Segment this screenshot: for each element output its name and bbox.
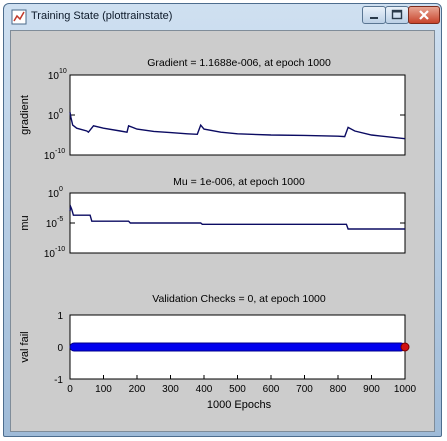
matlab-figure-icon <box>11 9 27 25</box>
val-x-tick-label: 100 <box>95 384 112 395</box>
figure-canvas: Gradient = 1.1688e-006, at epoch 1000 10… <box>10 30 435 432</box>
minimize-button[interactable] <box>362 6 386 24</box>
gradient-y-label: gradient <box>19 95 31 135</box>
close-icon <box>419 10 429 20</box>
val-y-tick-label: 0 <box>57 343 63 354</box>
mu-axes <box>69 192 406 254</box>
val-x-ticks: 0 100 200 300 400 500 600 700 800 900 1000 <box>67 375 417 395</box>
svg-text:10: 10 <box>46 219 58 230</box>
val-fail-markers <box>69 342 410 352</box>
mu-title: Mu = 1e-006, at epoch 1000 <box>173 176 305 188</box>
mu-y-tick-top: 10 0 <box>48 186 405 200</box>
mu-panel: Mu = 1e-006, at epoch 1000 10 0 10 -5 10… <box>19 176 406 260</box>
svg-text:10: 10 <box>48 189 60 200</box>
val-fail-last-marker <box>400 342 410 352</box>
val-y-tick-label: -1 <box>54 375 63 386</box>
val-x-label: 1000 Epochs <box>207 399 272 411</box>
svg-text:10: 10 <box>44 151 56 162</box>
svg-text:10: 10 <box>59 68 67 75</box>
mu-series-line <box>69 204 405 230</box>
val-x-tick-label: 800 <box>330 384 347 395</box>
mu-y-tick-mid: 10 -5 <box>46 216 405 230</box>
maximize-button[interactable] <box>385 6 409 24</box>
mu-y-tick-bottom: 10 -10 <box>44 246 405 260</box>
title-bar[interactable]: Training State (plottrainstate) <box>4 4 441 30</box>
gradient-axes <box>69 74 406 156</box>
val-x-tick-label: 500 <box>229 384 246 395</box>
figure-window: Training State (plottrainstate) Gradient… <box>3 3 442 437</box>
svg-text:10: 10 <box>44 249 56 260</box>
val-y-tick-label: 1 <box>57 311 63 322</box>
svg-text:-5: -5 <box>57 216 63 223</box>
training-state-plots: Gradient = 1.1688e-006, at epoch 1000 10… <box>19 57 417 411</box>
val-x-tick-label: 400 <box>196 384 213 395</box>
gradient-panel: Gradient = 1.1688e-006, at epoch 1000 10… <box>19 57 406 162</box>
gradient-y-tick-bottom: 10 -10 <box>44 148 405 162</box>
val-title: Validation Checks = 0, at epoch 1000 <box>152 293 326 305</box>
val-x-tick-label: 0 <box>67 384 73 395</box>
svg-text:-10: -10 <box>55 148 65 155</box>
val-fail-marker-band <box>69 342 406 352</box>
val-x-tick-label: 1000 <box>394 384 417 395</box>
svg-text:10: 10 <box>48 71 60 82</box>
svg-text:-10: -10 <box>55 246 65 253</box>
val-x-tick-label: 700 <box>296 384 313 395</box>
svg-text:0: 0 <box>59 186 63 193</box>
mu-y-label: mu <box>19 215 31 230</box>
gradient-series-line <box>69 112 406 140</box>
val-y-label: val fail <box>19 331 31 362</box>
minimize-icon <box>370 17 378 19</box>
svg-text:0: 0 <box>59 108 63 115</box>
close-button[interactable] <box>408 6 440 24</box>
maximize-icon <box>391 9 403 20</box>
val-x-tick-label: 900 <box>363 384 380 395</box>
gradient-y-tick-top: 10 10 <box>48 68 405 82</box>
val-x-tick-label: 600 <box>263 384 280 395</box>
val-x-tick-label: 300 <box>162 384 179 395</box>
val-panel: Validation Checks = 0, at epoch 1000 val… <box>19 293 417 411</box>
val-x-tick-label: 200 <box>129 384 146 395</box>
svg-text:10: 10 <box>48 111 60 122</box>
window-title: Training State (plottrainstate) <box>31 10 173 22</box>
gradient-title: Gradient = 1.1688e-006, at epoch 1000 <box>147 57 331 69</box>
